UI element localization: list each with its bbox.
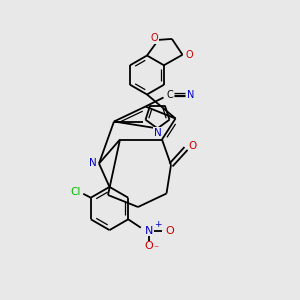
Text: N: N (88, 158, 96, 169)
Text: N: N (154, 128, 161, 138)
Text: O: O (185, 50, 193, 60)
Text: Cl: Cl (70, 187, 81, 197)
Text: O: O (144, 241, 153, 251)
Text: +: + (154, 220, 162, 229)
Text: N: N (144, 226, 153, 236)
Text: O: O (165, 226, 174, 236)
Text: O: O (151, 33, 159, 43)
Text: N: N (187, 89, 194, 100)
Text: ⁻: ⁻ (154, 244, 159, 254)
Text: C: C (167, 89, 173, 100)
Text: O: O (188, 140, 197, 151)
